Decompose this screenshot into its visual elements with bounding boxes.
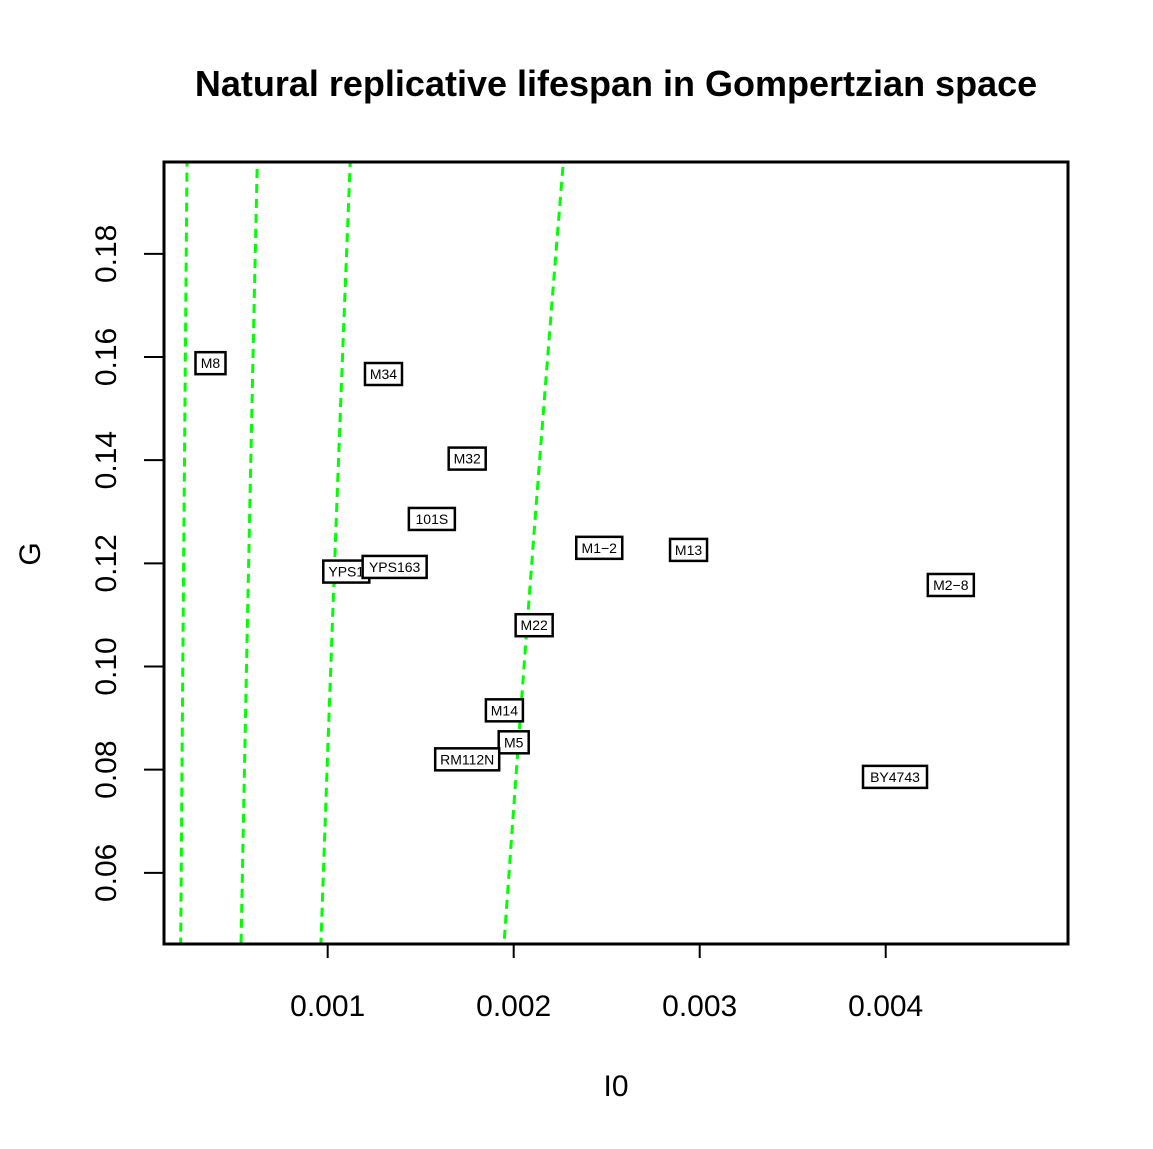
y-tick-label: 0.16 [90, 328, 123, 386]
point-label: M1−2 [582, 540, 618, 556]
data-point: M22 [514, 612, 554, 638]
data-point: M8 [194, 350, 227, 376]
y-tick-label: 0.08 [90, 740, 123, 798]
iso-lifespan-curve [502, 162, 565, 944]
data-point: BY4743 [861, 764, 929, 790]
plot-frame [162, 160, 1070, 946]
x-axis-label: I0 [603, 1070, 628, 1103]
point-box [484, 698, 525, 723]
point-label: M14 [491, 702, 518, 718]
y-axis: 0.06 0.08 0.10 0.12 0.14 0.16 0.18 [90, 225, 164, 902]
point-label: M5 [504, 734, 524, 750]
data-point: 101S [407, 506, 457, 532]
point-box [861, 764, 929, 790]
point-label: M32 [454, 451, 481, 467]
x-tick-label: 0.002 [476, 990, 551, 1023]
point-label: YPS163 [369, 559, 421, 575]
data-point: M14 [484, 698, 525, 723]
point-label: M8 [201, 355, 221, 371]
y-tick-label: 0.10 [90, 637, 123, 695]
data-point: M34 [363, 361, 404, 387]
x-tick-label: 0.003 [662, 990, 737, 1023]
point-box [361, 554, 428, 580]
data-point: M32 [447, 446, 487, 471]
point-box [363, 361, 404, 387]
point-box [407, 506, 457, 532]
data-point: M1−2 [575, 535, 624, 561]
y-tick-label: 0.06 [90, 844, 123, 902]
point-box [575, 535, 624, 561]
x-axis: 0.001 0.002 0.003 0.004 [290, 944, 923, 1023]
point-box [447, 446, 487, 471]
data-point: M2−8 [926, 572, 976, 598]
data-point: YPS163 [361, 554, 428, 580]
point-box [926, 572, 976, 598]
chart-title: Natural replicative lifespan in Gompertz… [195, 63, 1037, 104]
point-label: M34 [370, 366, 397, 382]
point-box [668, 537, 709, 563]
data-point: M13 [668, 537, 709, 563]
point-box [497, 730, 530, 755]
point-box [514, 612, 554, 638]
point-label: M22 [521, 617, 548, 633]
data-point: RM112N [433, 747, 501, 772]
data-point: M5 [497, 730, 530, 755]
x-tick-label: 0.001 [290, 990, 365, 1023]
point-box [433, 747, 501, 772]
point-label: YPS1 [328, 564, 364, 580]
point-label: M13 [675, 542, 702, 558]
y-axis-label: G [14, 542, 47, 565]
y-tick-label: 0.18 [90, 225, 123, 283]
x-tick-label: 0.004 [848, 990, 923, 1023]
iso-lifespan-curve [239, 162, 259, 944]
y-tick-label: 0.12 [90, 534, 123, 592]
point-box [194, 350, 227, 376]
point-label: RM112N [440, 751, 494, 767]
point-label: M2−8 [933, 577, 969, 593]
y-tick-label: 0.14 [90, 431, 123, 489]
point-label: 101S [416, 511, 449, 527]
points-layer: M8 M34 M32 101S M1−2 M13 YPS1 YPS163 M2−8 M22 M14 M… [194, 350, 976, 790]
point-label: BY4743 [870, 769, 920, 785]
